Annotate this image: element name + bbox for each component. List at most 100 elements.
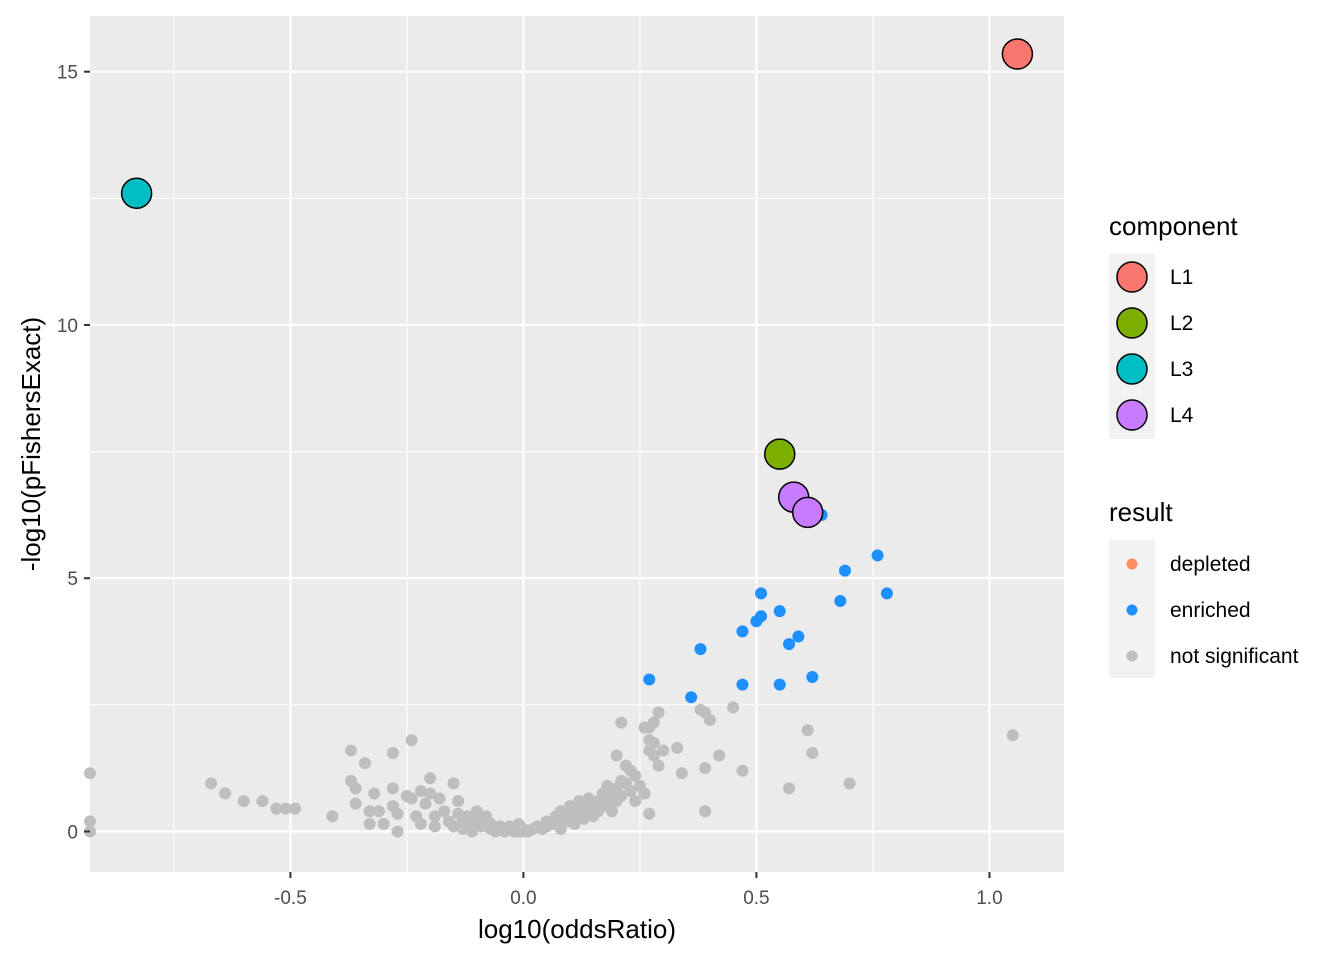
grid-minor xyxy=(90,16,1064,872)
point-not-significant xyxy=(801,724,814,737)
x-tick-label: -0.5 xyxy=(274,888,307,909)
point-not-significant xyxy=(638,787,651,800)
x-tick-label: 0.0 xyxy=(510,888,536,909)
legend-result-label: enriched xyxy=(1170,599,1251,622)
point-not-significant xyxy=(237,795,250,808)
point-not-significant xyxy=(438,805,451,818)
point-not-significant xyxy=(363,805,376,818)
x-tick-label: 1.0 xyxy=(976,888,1002,909)
point-not-significant xyxy=(727,701,740,714)
point-not-significant xyxy=(424,787,437,800)
point-not-significant xyxy=(703,714,716,727)
point-not-significant xyxy=(363,817,376,830)
point-not-significant xyxy=(671,741,684,754)
point-not-significant xyxy=(391,825,404,838)
point-not-significant xyxy=(629,795,642,808)
point-enriched xyxy=(773,605,786,618)
point-not-significant xyxy=(84,767,96,780)
point-not-significant xyxy=(219,787,232,800)
point-l2 xyxy=(763,438,796,470)
point-enriched xyxy=(783,638,796,651)
y-tick-label: 10 xyxy=(57,316,78,337)
point-not-significant xyxy=(377,817,390,830)
point-not-significant xyxy=(466,825,479,838)
point-enriched xyxy=(736,678,749,691)
legend-result: result depleted enriched not significant xyxy=(1109,497,1299,678)
point-not-significant xyxy=(652,759,665,772)
point-enriched xyxy=(792,630,805,643)
legend-component-label: L3 xyxy=(1170,358,1193,381)
point-not-significant xyxy=(279,802,292,815)
point-not-significant xyxy=(657,744,670,757)
point-not-significant xyxy=(405,734,418,747)
point-not-significant xyxy=(605,805,618,818)
point-not-significant xyxy=(783,782,796,795)
point-enriched xyxy=(685,691,698,704)
point-enriched xyxy=(755,587,768,600)
point-not-significant xyxy=(643,807,656,820)
point-not-significant xyxy=(428,820,441,833)
point-not-significant xyxy=(647,749,660,762)
point-not-significant xyxy=(843,777,856,790)
point-not-significant xyxy=(386,782,399,795)
point-not-significant xyxy=(610,749,623,762)
point-enriched xyxy=(838,564,851,577)
point-not-significant xyxy=(386,746,399,759)
point-not-significant xyxy=(713,749,726,762)
point-enriched xyxy=(643,673,656,686)
point-enriched xyxy=(694,643,707,656)
point-not-significant xyxy=(256,795,269,808)
point-not-significant xyxy=(456,822,469,835)
legend-component-label: L2 xyxy=(1170,312,1193,335)
y-tick-label: 15 xyxy=(57,63,78,84)
point-l1 xyxy=(1001,38,1034,70)
point-not-significant xyxy=(391,807,404,820)
y-axis-title: -log10(pFishersExact) xyxy=(16,317,46,571)
point-not-significant xyxy=(629,769,642,782)
panel-background xyxy=(90,16,1064,872)
point-not-significant xyxy=(647,736,660,749)
point-enriched xyxy=(773,678,786,691)
point-not-significant xyxy=(405,792,418,805)
point-not-significant xyxy=(205,777,218,790)
legend-component-key xyxy=(1116,307,1148,339)
point-not-significant xyxy=(568,817,581,830)
legend-result-key xyxy=(1126,650,1138,662)
legend-component-title: component xyxy=(1109,211,1238,241)
point-not-significant xyxy=(419,797,432,810)
legend-component-label: L4 xyxy=(1170,404,1194,427)
x-axis-title: log10(oddsRatio) xyxy=(478,914,676,944)
legend-component-label: L1 xyxy=(1170,266,1193,289)
point-not-significant xyxy=(428,810,441,823)
y-tick-label: 5 xyxy=(67,569,78,590)
point-not-significant xyxy=(736,764,749,777)
point-not-significant xyxy=(1006,729,1019,742)
grid-major xyxy=(90,16,1064,872)
point-not-significant xyxy=(424,772,437,785)
point-not-significant xyxy=(615,716,628,729)
point-not-significant xyxy=(452,795,465,808)
legend-result-label: not significant xyxy=(1170,645,1299,668)
point-not-significant xyxy=(470,805,483,818)
point-not-significant xyxy=(270,802,283,815)
legend-result-key xyxy=(1126,604,1138,616)
point-not-significant xyxy=(349,797,362,810)
point-not-significant xyxy=(368,787,381,800)
legend-result-label: depleted xyxy=(1170,553,1251,576)
point-not-significant xyxy=(447,777,460,790)
point-not-significant xyxy=(554,822,567,835)
point-not-significant xyxy=(624,784,637,797)
legend-component-key xyxy=(1116,353,1148,385)
point-not-significant xyxy=(699,762,712,775)
x-axis: -0.5 0.0 0.5 1.0 xyxy=(274,872,1003,909)
point-not-significant xyxy=(475,820,488,833)
point-enriched xyxy=(871,549,884,562)
point-not-significant xyxy=(349,782,362,795)
point-not-significant xyxy=(564,800,577,813)
point-not-significant xyxy=(675,767,688,780)
point-not-significant xyxy=(447,820,460,833)
point-not-significant xyxy=(358,757,371,770)
legend-result-title: result xyxy=(1109,497,1173,527)
point-not-significant xyxy=(615,790,628,803)
